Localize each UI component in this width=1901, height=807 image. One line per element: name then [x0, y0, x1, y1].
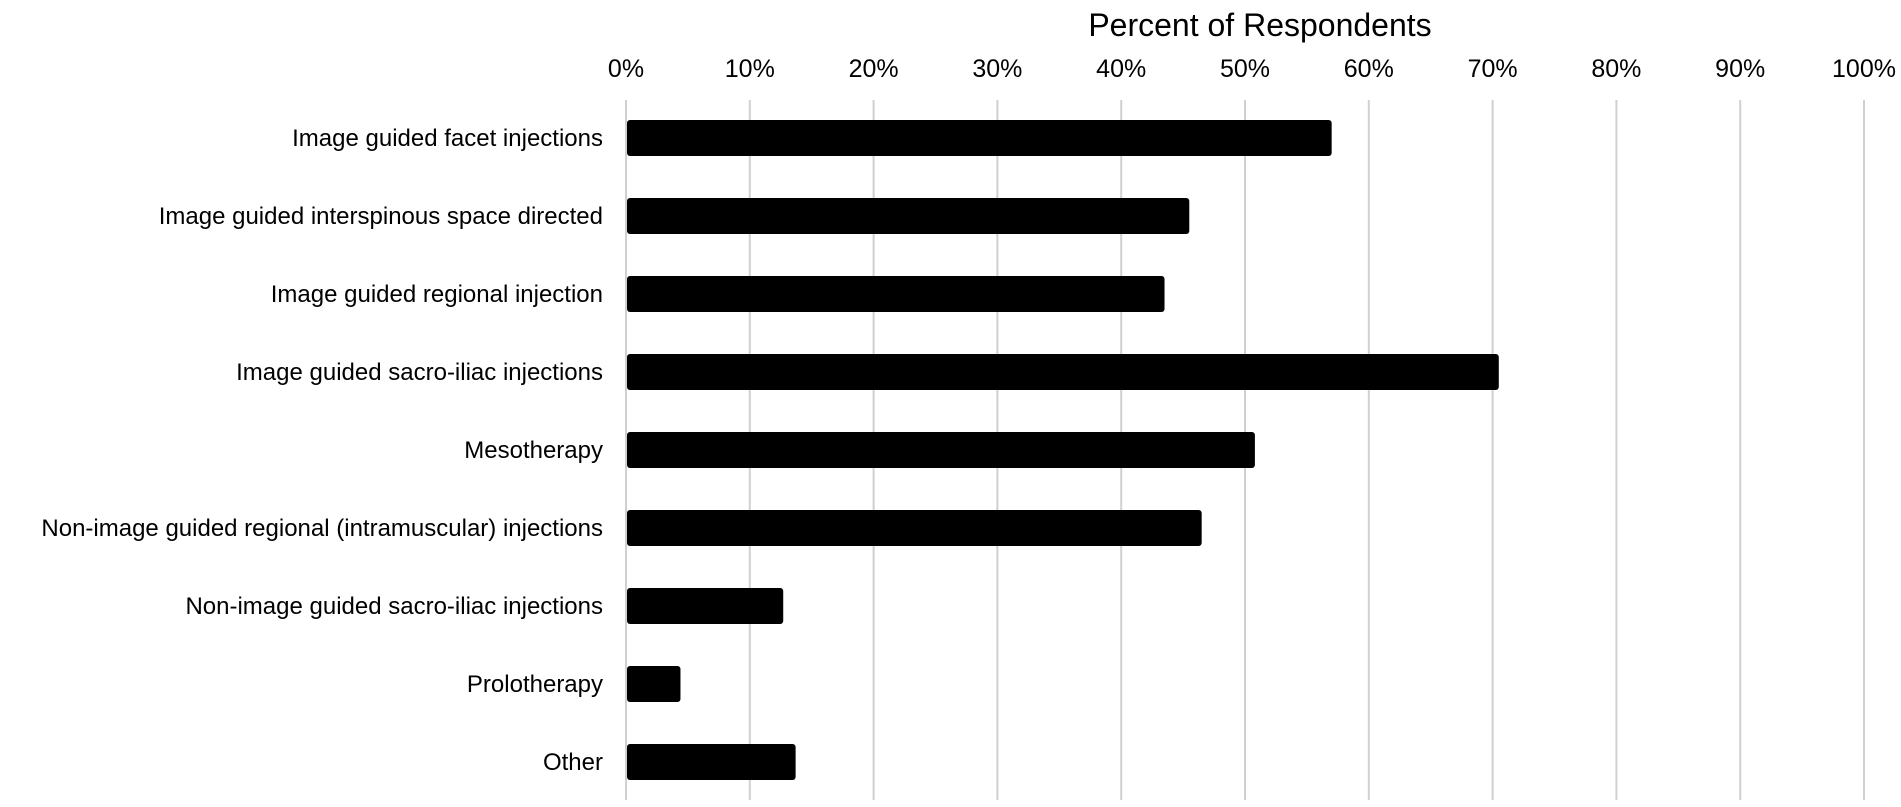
- bar: [627, 120, 1332, 156]
- category-label: Image guided regional injection: [271, 281, 603, 308]
- category-label: Prolotherapy: [467, 671, 603, 698]
- category-label: Non-image guided sacro-iliac injections: [185, 593, 603, 620]
- bars: [627, 120, 1499, 780]
- bar: [627, 744, 796, 780]
- x-tick-label: 40%: [1096, 55, 1146, 83]
- category-label: Mesotherapy: [464, 437, 603, 464]
- x-tick-label: 10%: [725, 55, 775, 83]
- category-label: Image guided facet injections: [292, 125, 603, 152]
- bar: [627, 354, 1499, 390]
- bar: [627, 510, 1202, 546]
- bar: [627, 198, 1190, 234]
- category-label: Image guided sacro-iliac injections: [236, 359, 603, 386]
- x-tick-label: 80%: [1591, 55, 1641, 83]
- x-tick-label: 0%: [608, 55, 644, 83]
- x-tick-label: 100%: [1832, 55, 1896, 83]
- x-tick-labels: 0% 10% 20% 30% 40% 50% 60% 70% 80% 90% 100%: [608, 55, 1896, 83]
- x-tick-label: 20%: [849, 55, 899, 83]
- category-label: Image guided interspinous space directed: [159, 203, 603, 230]
- x-tick-label: 50%: [1220, 55, 1270, 83]
- bar: [627, 432, 1255, 468]
- x-tick-label: 60%: [1344, 55, 1394, 83]
- x-tick-label: 90%: [1715, 55, 1765, 83]
- category-label: Other: [543, 749, 603, 776]
- bar: [627, 666, 681, 702]
- category-label: Non-image guided regional (intramuscular…: [41, 515, 603, 542]
- bar: [627, 588, 784, 624]
- bar: [627, 276, 1165, 312]
- x-axis-title: Percent of Respondents: [1088, 7, 1431, 43]
- x-tick-label: 30%: [972, 55, 1022, 83]
- x-tick-label: 70%: [1468, 55, 1518, 83]
- category-labels: Image guided facet injections Image guide…: [41, 125, 603, 776]
